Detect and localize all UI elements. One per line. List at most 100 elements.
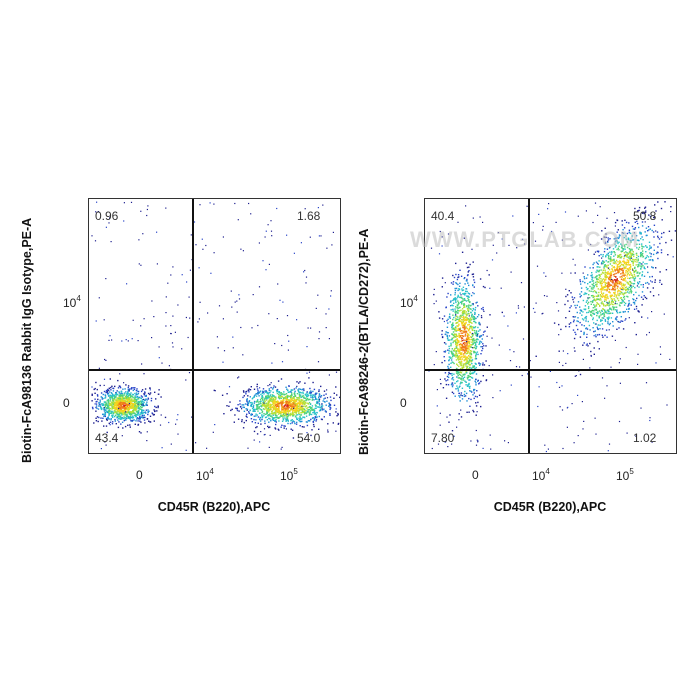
event-dot — [640, 233, 642, 235]
event-dot — [469, 321, 471, 323]
event-dot — [467, 346, 470, 348]
event-dot — [468, 348, 470, 350]
event-dot — [274, 398, 277, 400]
event-dot — [469, 325, 472, 327]
event-dot — [275, 402, 277, 404]
event-dot — [459, 292, 461, 294]
event-dot — [601, 230, 603, 232]
event-dot — [441, 286, 443, 288]
event-dot — [592, 288, 594, 290]
event-dot — [297, 389, 299, 391]
event-dot — [143, 404, 146, 407]
event-dot — [472, 284, 474, 287]
event-dot — [290, 413, 292, 415]
event-dot — [616, 283, 618, 285]
event-dot — [584, 317, 586, 319]
event-dot — [158, 346, 160, 348]
event-dot — [591, 280, 593, 282]
event-dot — [294, 411, 296, 413]
event-dot — [97, 395, 99, 397]
event-dot — [123, 392, 126, 394]
event-dot — [260, 397, 263, 399]
event-dot — [246, 409, 248, 411]
event-dot — [458, 355, 460, 358]
event-dot — [318, 396, 320, 399]
event-dot — [645, 234, 647, 237]
event-dot — [625, 238, 627, 241]
event-dot — [274, 412, 276, 415]
event-dot — [482, 309, 484, 311]
event-dot — [647, 271, 649, 274]
event-dot — [464, 358, 467, 361]
event-dot — [281, 406, 283, 408]
event-dot — [476, 316, 479, 318]
event-dot — [100, 396, 102, 398]
event-dot — [302, 402, 304, 404]
event-dot — [325, 404, 327, 406]
event-dot — [139, 418, 141, 420]
event-dot — [300, 420, 302, 423]
event-dot — [143, 373, 145, 375]
event-dot — [455, 359, 458, 361]
event-dot — [444, 350, 447, 352]
event-dot — [125, 391, 127, 393]
event-dot — [284, 415, 286, 417]
event-dot — [318, 338, 320, 340]
event-dot — [607, 254, 609, 256]
event-dot — [295, 406, 298, 409]
event-dot — [614, 246, 617, 248]
event-dot — [276, 392, 279, 395]
event-dot — [245, 393, 247, 395]
event-dot — [472, 318, 474, 320]
event-dot — [129, 411, 131, 413]
event-dot — [609, 307, 611, 309]
event-dot — [335, 430, 337, 432]
event-dot — [590, 288, 593, 290]
event-dot — [286, 415, 289, 417]
event-dot — [627, 268, 630, 270]
event-dot — [142, 233, 144, 235]
event-dot — [613, 260, 615, 262]
event-dot — [147, 413, 149, 416]
event-dot — [113, 405, 115, 407]
event-dot — [583, 325, 585, 327]
event-dot — [463, 322, 466, 324]
event-dot — [611, 280, 613, 283]
event-dot — [464, 344, 466, 346]
event-dot — [474, 309, 476, 311]
event-dot — [598, 260, 600, 262]
event-dot — [91, 235, 93, 237]
event-dot — [617, 270, 619, 272]
event-dot — [257, 390, 259, 392]
event-dot — [115, 406, 117, 409]
event-dot — [461, 324, 464, 326]
event-dot — [253, 418, 255, 421]
event-dot — [597, 328, 599, 330]
event-dot — [256, 414, 259, 416]
event-dot — [311, 405, 314, 407]
event-dot — [293, 252, 295, 254]
event-dot — [609, 280, 612, 282]
event-dot — [312, 396, 314, 399]
event-dot — [286, 413, 288, 415]
event-dot — [263, 414, 265, 417]
event-dot — [103, 415, 105, 417]
event-dot — [466, 337, 469, 339]
event-dot — [475, 356, 477, 358]
event-dot — [468, 383, 470, 385]
event-dot — [630, 277, 632, 279]
event-dot — [240, 248, 242, 250]
event-dot — [581, 314, 583, 316]
event-dot — [257, 410, 259, 412]
event-dot — [634, 271, 636, 273]
event-dot — [479, 335, 481, 337]
event-dot — [106, 419, 108, 421]
event-dot — [115, 423, 117, 425]
event-dot — [107, 416, 109, 418]
event-dot — [653, 224, 656, 226]
event-dot — [470, 318, 473, 320]
event-dot — [624, 292, 626, 294]
event-dot — [181, 348, 183, 350]
event-dot — [458, 377, 460, 379]
event-dot — [476, 351, 479, 353]
